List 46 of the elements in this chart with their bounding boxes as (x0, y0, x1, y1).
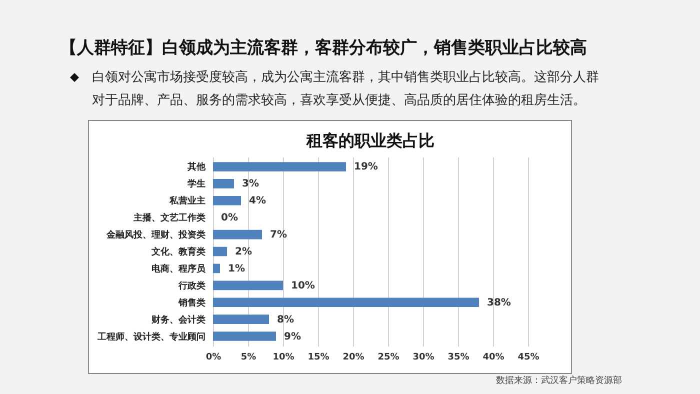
x-tick-label: 10% (272, 352, 294, 362)
y-tick-label: 其他 (186, 162, 206, 173)
data-label: 3% (242, 178, 259, 190)
y-tick-label: 销售类 (178, 297, 206, 308)
bar (213, 196, 241, 206)
bar (213, 298, 479, 308)
y-tick-label: 工程师、设计类、专业顾问 (96, 331, 206, 342)
data-label: 7% (270, 230, 287, 241)
x-tick-label: 30% (412, 352, 434, 362)
data-label: 0% (221, 212, 238, 224)
bar (213, 179, 234, 188)
y-tick-label: 学生 (188, 178, 206, 190)
x-tick-label: 0% (206, 352, 222, 362)
data-label: 8% (277, 314, 294, 326)
bar (213, 314, 269, 324)
y-tick-label: 行政类 (178, 280, 206, 292)
bar (213, 246, 227, 256)
x-tick-label: 15% (308, 352, 330, 362)
data-label: 2% (235, 246, 252, 258)
source-note: 数据来源：武汉客户策略资源部 (496, 374, 622, 387)
data-label: 9% (284, 331, 301, 342)
text: 白领对公寓市场接受度较高，成为公寓主流客群，其中销售类职业占比较高。这部分人群对于品牌、产品、服务的需求较高，喜欢享受从便捷、高品质的居住体验的租房生活。 (92, 69, 600, 110)
bar (213, 332, 276, 341)
chart-subtitle: 【人群特征】白领成为主流客群，客群分布较广，销售类职业占比较高 (60, 37, 587, 59)
x-tick-label: 20% (342, 352, 364, 362)
bar (213, 162, 346, 172)
data-label: 38% (487, 297, 511, 308)
chart-title: 租客的职业类占比 (306, 131, 434, 150)
y-tick-label: 电商、程序员 (152, 263, 206, 274)
bar (213, 230, 262, 240)
bar (213, 264, 220, 274)
data-label: 10% (291, 280, 315, 292)
y-tick-label: 金融风投、理财、投资类 (106, 230, 206, 241)
data-label: 19% (354, 162, 378, 173)
x-tick-label: 45% (518, 352, 540, 362)
y-tick-label: 主播、文艺工作类 (132, 212, 206, 224)
x-tick-label: 40% (482, 352, 504, 362)
x-tick-label: 35% (448, 352, 470, 362)
y-tick-label: 财务、会计类 (150, 314, 206, 326)
data-label: 1% (228, 263, 245, 274)
y-tick-label: 文化、教育类 (150, 246, 206, 258)
data-label: 4% (249, 196, 266, 207)
x-tick-label: 5% (240, 352, 256, 362)
bar (213, 280, 283, 290)
y-tick-label: 私营业主 (168, 196, 206, 207)
x-tick-label: 25% (378, 352, 400, 362)
